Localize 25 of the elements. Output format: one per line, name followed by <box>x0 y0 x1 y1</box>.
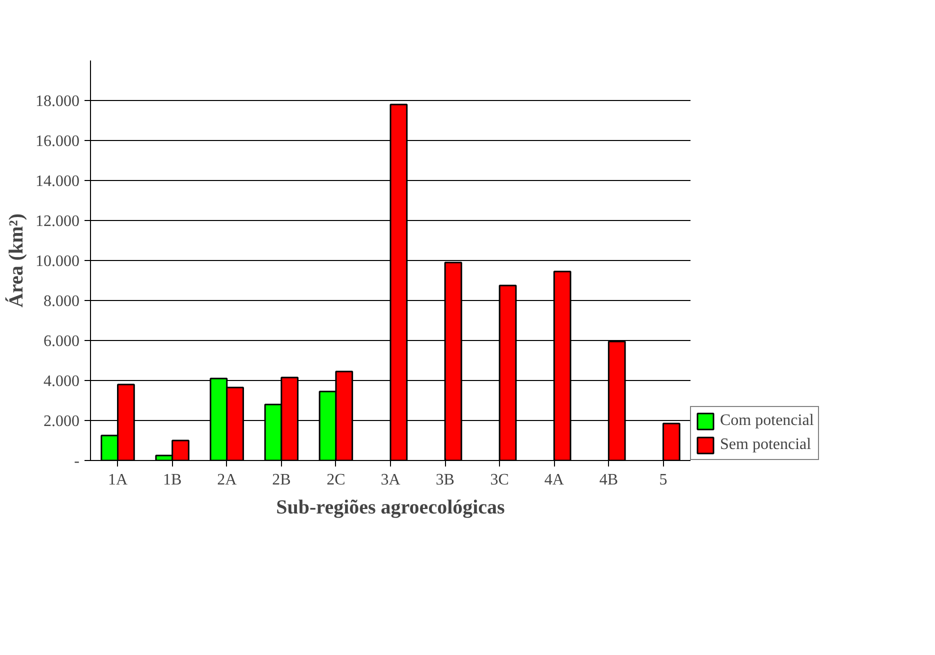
x-tick-label: 5 <box>659 472 668 488</box>
x-axis-title: Sub-regiões agroecológicas <box>276 496 506 518</box>
y-tick-label: 14.000 <box>36 173 80 190</box>
y-tick-label: 16.000 <box>36 133 80 150</box>
x-tick-label: 1B <box>162 472 182 488</box>
y-axis-title: Área (km²) <box>4 214 28 308</box>
x-tick-label: 2B <box>272 472 291 488</box>
x-tick-label: 3C <box>490 472 509 488</box>
x-tick-label: 2C <box>326 472 346 488</box>
y-tick-label: 6.000 <box>44 333 80 350</box>
x-tick-label: 1A <box>108 472 128 488</box>
legend-label: Sem potencial <box>720 436 812 454</box>
x-tick-label: 2A <box>217 472 238 488</box>
legend-label: Com potencial <box>720 412 814 430</box>
x-tick-label: 3A <box>380 472 401 488</box>
x-tick-label: 4A <box>544 472 564 488</box>
y-tick-label: 18.000 <box>36 93 80 110</box>
x-tick-label: 3B <box>436 472 454 488</box>
y-tick-label: 2.000 <box>44 413 80 430</box>
y-tick-label: 10.000 <box>36 253 80 270</box>
y-tick-label: 4.000 <box>44 373 80 390</box>
y-tick-label: 8.000 <box>44 293 80 310</box>
y-tick-label: - <box>74 453 80 470</box>
x-tick-label: 4B <box>599 472 618 488</box>
y-tick-label: 12.000 <box>36 213 80 230</box>
